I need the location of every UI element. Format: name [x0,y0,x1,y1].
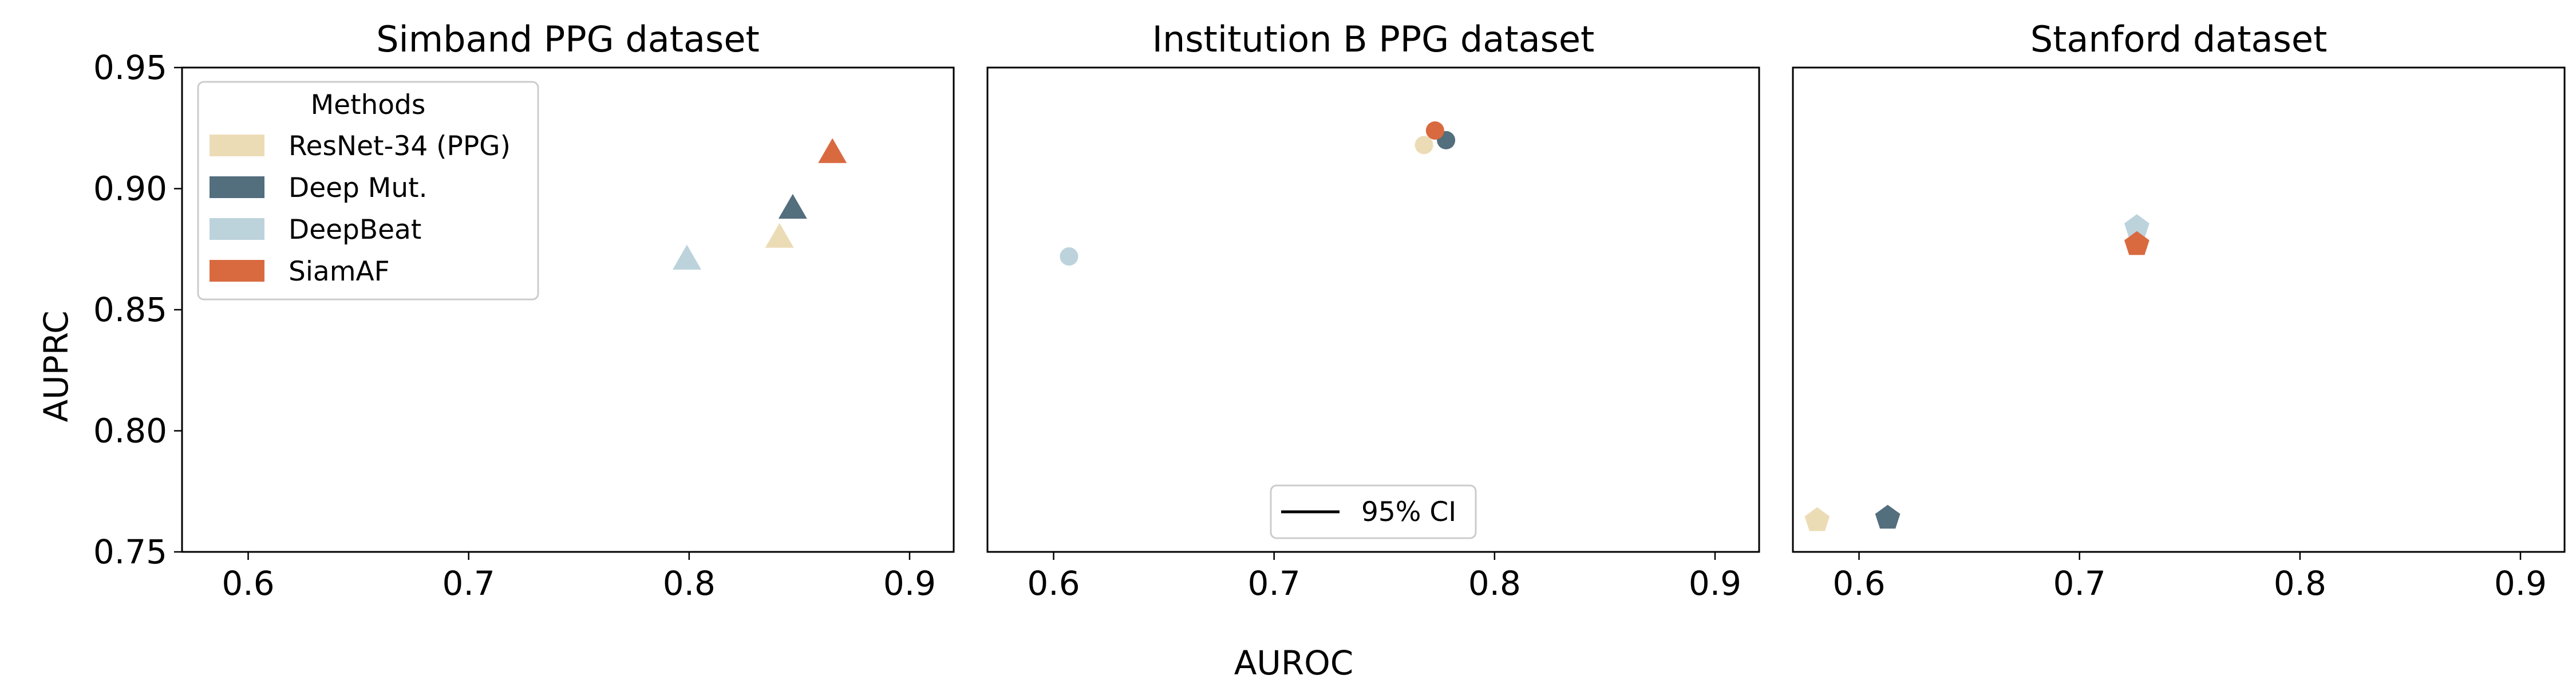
legend-label-resnet-34-ppg: ResNet-34 (PPG) [289,131,511,162]
panel-2-x-tick-label: 0.6 [1027,564,1080,603]
panel-3-frame [1792,66,2566,553]
point-deepbeat [2124,214,2150,238]
panel-3-x-tick-label: 0.9 [2494,564,2547,603]
panel-1-x-tick-label: 0.8 [663,564,716,603]
panel-2-x-tick-label: 0.9 [1689,564,1741,603]
legend-swatch-deep-mut [210,176,264,198]
ci-legend: 95% CI [1270,484,1477,539]
panel-1-x-tick-label: 0.7 [442,564,495,603]
point-resnet-34-ppg [1415,136,1433,155]
point-siamaf [1425,121,1444,140]
point-deep-mut [778,194,807,219]
point-deep-mut [1875,504,1901,529]
panel-1-title: Simband PPG dataset [376,18,760,60]
panel-2-frame [986,66,1760,553]
panel-3-x-tick-label: 0.7 [2053,564,2106,603]
legend-label-siamaf: SiamAF [289,256,390,287]
panel-1: Simband PPG dataset 0.6 0.7 0.8 0.9 0.75 0.80 0… [93,18,955,603]
methods-legend-box [197,81,539,301]
panel-1-y-tick-label: 0.75 [93,532,167,571]
legend-label-deep-mut: Deep Mut. [289,172,428,204]
chart-panels: Simband PPG dataset 0.6 0.7 0.8 0.9 0.75 0.80 0… [93,18,2566,603]
point-deepbeat [1060,247,1078,266]
ci-legend-box [1270,484,1477,539]
shared-y-axis-label: AUPRC [37,310,76,422]
panel-2-x-tick-label: 0.8 [1468,564,1521,603]
legend-swatch-siamaf [210,260,264,282]
panel-3: Stanford dataset 0.6 0.7 0.8 0.9 [1792,18,2566,603]
point-resnet-34-ppg [765,223,794,248]
panel-2-title: Institution B PPG dataset [1152,18,1595,60]
panel-2-x-tick-label: 0.7 [1248,564,1301,603]
point-siamaf [2124,231,2150,255]
legend-label-deepbeat: DeepBeat [289,214,421,246]
panel-1-y-tick-label: 0.85 [93,290,167,329]
point-deepbeat [672,244,701,270]
shared-x-axis-label: AUROC [1234,643,1354,682]
methods-legend: Methods ResNet-34 (PPG) Deep Mut. DeepBeat S… [197,81,539,301]
panel-3-title: Stanford dataset [2030,18,2328,60]
legend-swatch-deepbeat [210,218,264,240]
panel-1-y-tick-label: 0.90 [93,169,167,208]
ci-legend-label: 95% CI [1361,496,1456,528]
methods-legend-title: Methods [311,89,426,121]
panel-1-x-tick-label: 0.6 [222,564,274,603]
panel-1-y-tick-label: 0.95 [93,48,167,87]
panel-1-y-tick-label: 0.80 [93,412,167,451]
panel-2: Institution B PPG dataset 0.6 0.7 0.8 0.9 [986,18,1760,603]
point-resnet-34-ppg [1804,507,1830,531]
legend-swatch-resnet-34-ppg [210,135,264,156]
panel-1-x-tick-label: 0.9 [883,564,936,603]
point-siamaf [818,138,847,163]
panel-3-x-tick-label: 0.8 [2274,564,2326,603]
panel-3-x-tick-label: 0.6 [1832,564,1885,603]
